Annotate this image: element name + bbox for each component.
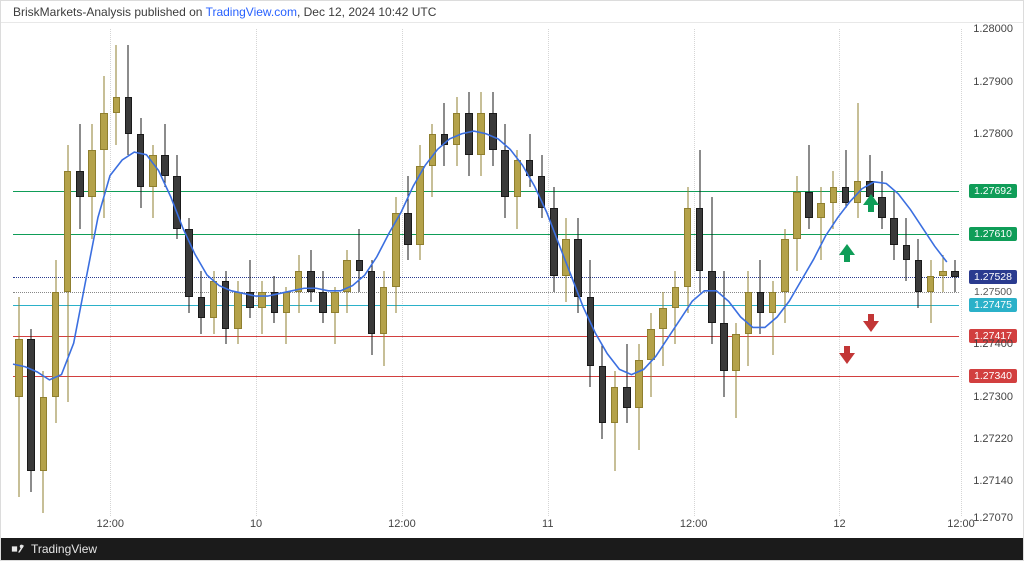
tradingview-logo-icon xyxy=(11,542,25,556)
chart-frame: BriskMarkets-Analysis published on Tradi… xyxy=(0,0,1024,561)
x-tick-label: 12:00 xyxy=(680,518,708,530)
x-tick-label: 12 xyxy=(833,518,845,530)
footer-brand: TradingView xyxy=(31,542,97,556)
x-tick-label: 11 xyxy=(542,518,553,530)
author-name: BriskMarkets-Analysis xyxy=(13,5,131,19)
x-tick-label: 10 xyxy=(250,518,262,530)
x-axis: 12:001012:001112:001212:00 xyxy=(13,518,959,538)
y-tick-label: 1.27300 xyxy=(973,391,1013,403)
site-link[interactable]: TradingView.com xyxy=(206,5,297,19)
chart-plot-area[interactable]: 1.276921.276101.275281.275001.274751.274… xyxy=(13,29,959,516)
y-tick-label: 1.27070 xyxy=(973,512,1013,524)
x-tick-label: 12:00 xyxy=(96,518,124,530)
chart-header: BriskMarkets-Analysis published on Tradi… xyxy=(1,1,1023,23)
y-tick-label: 1.28000 xyxy=(973,23,1013,35)
y-tick-label: 1.27800 xyxy=(973,128,1013,140)
y-tick-label: 1.27220 xyxy=(973,433,1013,445)
chart-footer: TradingView xyxy=(1,538,1023,560)
y-tick-label: 1.27400 xyxy=(973,338,1013,350)
y-axis: 1.280001.279001.278001.274001.273001.272… xyxy=(959,29,1023,516)
publish-date: Dec 12, 2024 10:42 UTC xyxy=(304,5,437,19)
x-tick-label: 12:00 xyxy=(388,518,416,530)
y-tick-label: 1.27900 xyxy=(973,76,1013,88)
moving-average-line xyxy=(13,29,959,516)
x-tick-label: 12:00 xyxy=(947,518,975,530)
y-tick-label: 1.27140 xyxy=(973,475,1013,487)
header-static: published on xyxy=(134,5,205,19)
